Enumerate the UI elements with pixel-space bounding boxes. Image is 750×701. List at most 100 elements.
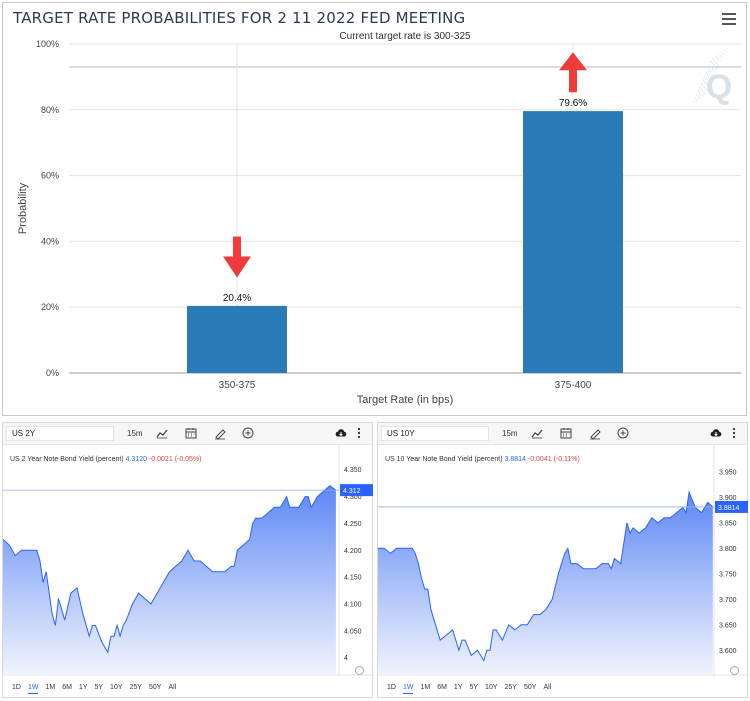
range-1d[interactable]: 1D xyxy=(387,684,396,691)
range-1w[interactable]: 1W xyxy=(27,684,39,694)
range-25y[interactable]: 25Y xyxy=(504,684,517,691)
price-tick-label: 4.200 xyxy=(344,548,362,555)
y-tick-label: 80% xyxy=(41,105,59,115)
legend-value: 3.8814 xyxy=(504,456,526,463)
price-tick-label: 3.600 xyxy=(719,648,737,655)
price-tick-label: 3.950 xyxy=(719,469,737,476)
range-50y[interactable]: 50Y xyxy=(523,684,537,691)
y-axis-label: Probability xyxy=(17,182,29,234)
watermark-stroke xyxy=(695,55,717,102)
price-tick-label: 4.100 xyxy=(344,601,362,608)
yield-line xyxy=(378,490,714,662)
price-tick-label: 4.300 xyxy=(344,494,362,501)
arrow-down-icon xyxy=(223,236,251,278)
price-tick-label: 3.800 xyxy=(719,546,737,553)
range-25y[interactable]: 25Y xyxy=(129,684,142,691)
bar-375-400 xyxy=(523,111,623,373)
range-selector: 1D 1W 1M 6M 1Y 5Y 10Y 25Y 50Y All xyxy=(387,684,558,694)
y-tick-label: 60% xyxy=(41,171,59,181)
range-1m[interactable]: 1M xyxy=(45,684,56,691)
price-tick-label: 3.650 xyxy=(719,622,737,629)
last-price-tag xyxy=(715,500,748,513)
price-tick-label: 3.700 xyxy=(719,597,737,604)
watermark-stroke xyxy=(701,51,723,98)
drawing-tool-icon[interactable] xyxy=(213,426,227,440)
chart-toolbar: US 10Y 15m xyxy=(378,423,747,445)
last-price-tag-label: 3.8814 xyxy=(718,505,740,512)
watermark-stroke xyxy=(698,53,720,100)
hamburger-menu-icon[interactable] xyxy=(722,13,736,25)
range-1y[interactable]: 1Y xyxy=(78,684,88,691)
calendar-icon[interactable] xyxy=(184,426,198,440)
range-all[interactable]: All xyxy=(543,684,552,691)
range-5y[interactable]: 5Y xyxy=(94,684,104,691)
us2y-area-chart[interactable]: 4.350 4.300 4.250 4.200 4.150 4.100 4.050 4 4.31… xyxy=(3,445,374,677)
add-indicator-icon[interactable] xyxy=(616,426,630,440)
y-tick-label: 20% xyxy=(41,302,59,312)
range-1y[interactable]: 1Y xyxy=(453,684,463,691)
price-tick-label: 3.900 xyxy=(719,495,737,502)
bar-data-label: 20.4% xyxy=(223,293,251,304)
range-1d[interactable]: 1D xyxy=(12,684,21,691)
series-legend: US 10 Year Note Bond Yield (percent) 3.8… xyxy=(385,456,580,463)
x-tick-label: 350-375 xyxy=(219,380,256,391)
y-tick-label: 100% xyxy=(36,39,59,49)
last-price-tag xyxy=(340,484,373,497)
range-10y[interactable]: 10Y xyxy=(110,684,123,691)
x-tick-label: 375-400 xyxy=(555,380,592,391)
arrow-up-icon xyxy=(559,52,587,93)
us2y-chart-panel: US 2Y 15m 4.350 4.300 4.250 4.200 4.150 4.100… xyxy=(2,422,374,698)
fed-probability-chart: Current target rate is 300-325 0% 20% 40% 60… xyxy=(17,31,741,406)
price-tick-label: 3.850 xyxy=(719,520,737,527)
chart-toolbar: US 2Y 15m xyxy=(3,423,372,445)
price-tick-label: 4.050 xyxy=(344,628,362,635)
chart-type-icon[interactable] xyxy=(530,426,544,440)
settings-icon[interactable] xyxy=(355,666,364,675)
interval-button[interactable]: 15m xyxy=(127,429,143,438)
range-selector: 1D 1W 1M 6M 1Y 5Y 10Y 25Y 50Y All xyxy=(12,684,183,694)
range-1m[interactable]: 1M xyxy=(420,684,431,691)
calendar-icon[interactable] xyxy=(559,426,573,440)
legend-title: US 2 Year Note Bond Yield (percent) xyxy=(10,456,124,463)
cloud-save-icon[interactable] xyxy=(334,426,348,440)
range-50y[interactable]: 50Y xyxy=(148,684,162,691)
x-axis-label: Target Rate (in bps) xyxy=(357,394,454,406)
range-6m[interactable]: 6M xyxy=(437,684,447,691)
watermark-logo: Q xyxy=(706,68,732,106)
us10y-chart-panel: US 10Y 15m 3.950 3.900 3.850 3.800 3.750 3.70… xyxy=(377,422,749,698)
watermark-stroke xyxy=(692,57,714,104)
range-5y[interactable]: 5Y xyxy=(469,684,479,691)
range-6m[interactable]: 6M xyxy=(62,684,72,691)
price-tick-label: 4.150 xyxy=(344,575,362,582)
fedwatch-panel: Current target rate is 300-325 0% 20% 40% 60… xyxy=(2,2,747,416)
legend-change: -0.0041 (-0.11%) xyxy=(527,456,580,463)
price-tick-label: 3.750 xyxy=(719,571,737,578)
chart-title: TARGET RATE PROBABILITIES FOR 2 11 2022 … xyxy=(13,9,466,27)
price-tick-label: 4.250 xyxy=(344,521,362,528)
settings-icon[interactable] xyxy=(730,666,739,675)
y-tick-label: 0% xyxy=(46,368,59,378)
more-options-icon[interactable] xyxy=(355,426,363,440)
bar-350-375 xyxy=(187,305,287,373)
watermark-stroke xyxy=(704,49,726,96)
us10y-area-chart[interactable]: 3.950 3.900 3.850 3.800 3.750 3.700 3.650 3.600… xyxy=(378,445,749,677)
legend-change: -0.0021 (-0.05%) xyxy=(148,456,202,463)
range-10y[interactable]: 10Y xyxy=(485,684,498,691)
range-1w[interactable]: 1W xyxy=(402,684,414,694)
cloud-save-icon[interactable] xyxy=(709,426,723,440)
interval-button[interactable]: 15m xyxy=(502,429,518,438)
drawing-tool-icon[interactable] xyxy=(588,426,602,440)
y-tick-label: 40% xyxy=(41,236,59,246)
price-tick-label: 4.350 xyxy=(344,467,362,474)
legend-value: 4.3120 xyxy=(125,456,148,463)
bar-data-label: 79.6% xyxy=(559,98,587,109)
range-all[interactable]: All xyxy=(168,684,177,691)
more-options-icon[interactable] xyxy=(730,426,738,440)
legend-title: US 10 Year Note Bond Yield (percent) xyxy=(385,456,503,463)
last-price-tag-label: 4.312 xyxy=(343,488,361,495)
symbol-search-input[interactable]: US 10Y xyxy=(381,426,489,441)
symbol-search-input[interactable]: US 2Y xyxy=(6,426,114,441)
chart-type-icon[interactable] xyxy=(155,426,169,440)
add-indicator-icon[interactable] xyxy=(241,426,255,440)
yield-line xyxy=(3,485,337,654)
